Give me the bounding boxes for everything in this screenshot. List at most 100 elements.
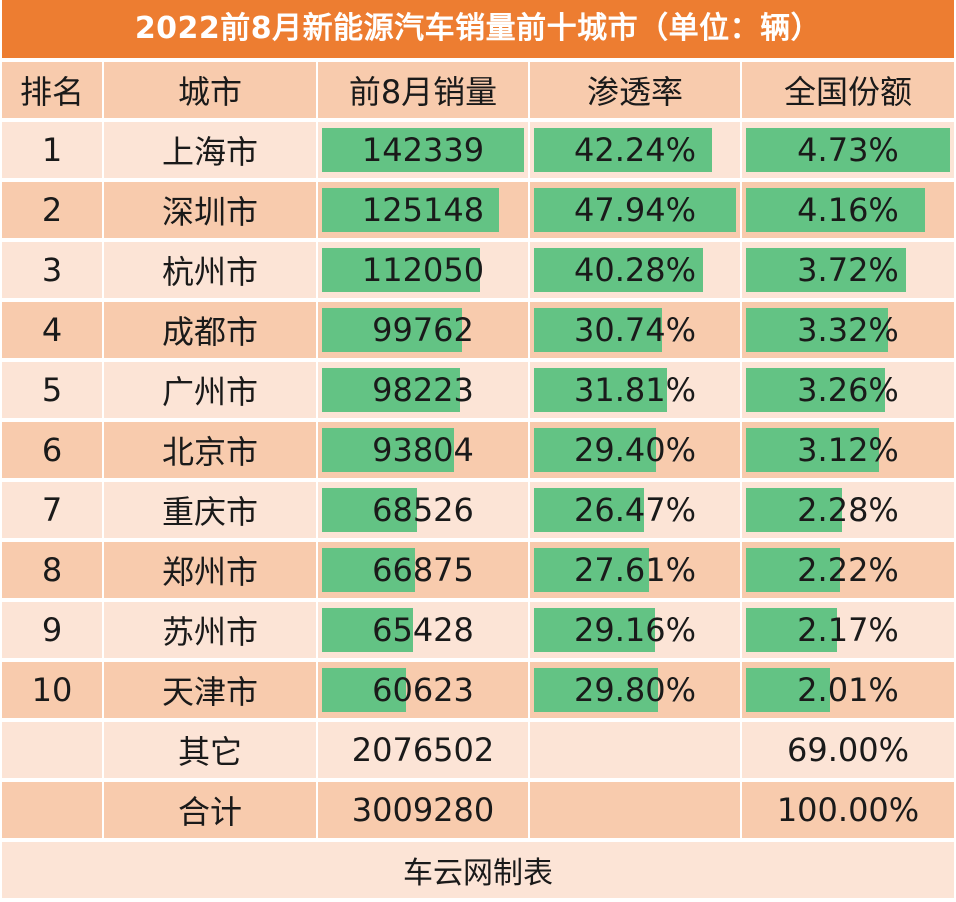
sales-cell: 60623 <box>318 662 528 718</box>
data-bar <box>322 308 462 352</box>
sales-cell: 99762 <box>318 302 528 358</box>
summary-label: 合计 <box>104 782 316 838</box>
summary-sales-text: 3009280 <box>351 791 495 829</box>
summary-share: 69.00% <box>742 722 954 778</box>
city-cell: 广州市 <box>104 362 316 418</box>
rank-cell-text: 7 <box>41 491 63 529</box>
share-cell-text: 2.17% <box>797 611 899 649</box>
data-bar <box>534 608 655 652</box>
data-bar <box>322 608 413 652</box>
city-cell-text: 北京市 <box>161 433 258 471</box>
data-bar <box>322 488 417 532</box>
rank-cell: 10 <box>2 662 102 718</box>
share-cell-text: 4.73% <box>797 131 899 169</box>
summary-penetration-empty <box>530 722 740 778</box>
penetration-cell-text: 29.16% <box>573 611 696 649</box>
sales-cell-text: 142339 <box>361 131 485 169</box>
city-cell: 重庆市 <box>104 482 316 538</box>
city-cell: 苏州市 <box>104 602 316 658</box>
city-cell-text: 成都市 <box>161 313 258 351</box>
data-bar <box>534 488 644 532</box>
data-bar <box>322 248 480 292</box>
data-bar <box>534 428 656 472</box>
data-bar <box>746 128 950 172</box>
data-bar <box>746 608 837 652</box>
data-bar <box>322 548 415 592</box>
share-cell: 3.32% <box>742 302 954 358</box>
summary-share-text: 69.00% <box>786 731 909 769</box>
rank-cell-text: 10 <box>31 671 73 709</box>
penetration-cell: 27.61% <box>530 542 740 598</box>
data-bar <box>746 428 879 472</box>
data-bar <box>534 308 662 352</box>
city-cell: 北京市 <box>104 422 316 478</box>
penetration-cell: 30.74% <box>530 302 740 358</box>
penetration-cell-text: 47.94% <box>573 191 696 229</box>
table-footer: 车云网制表 <box>2 842 954 898</box>
rank-cell: 8 <box>2 542 102 598</box>
data-bar <box>746 188 925 232</box>
data-bar <box>746 548 840 592</box>
summary-label-text: 其它 <box>177 733 242 771</box>
sales-cell-text: 60623 <box>372 671 474 709</box>
rank-cell: 6 <box>2 422 102 478</box>
share-cell: 2.01% <box>742 662 954 718</box>
penetration-cell: 42.24% <box>530 122 740 178</box>
rank-cell: 4 <box>2 302 102 358</box>
summary-share-text: 100.00% <box>776 791 920 829</box>
penetration-cell-text: 42.24% <box>573 131 696 169</box>
rank-cell-text: 8 <box>41 551 63 589</box>
penetration-cell: 29.40% <box>530 422 740 478</box>
data-bar <box>534 548 649 592</box>
header-penetration: 渗透率 <box>530 62 740 118</box>
share-cell: 2.22% <box>742 542 954 598</box>
sales-cell: 66875 <box>318 542 528 598</box>
share-cell: 4.73% <box>742 122 954 178</box>
sales-cell: 93804 <box>318 422 528 478</box>
penetration-cell: 26.47% <box>530 482 740 538</box>
city-cell-text: 广州市 <box>161 373 258 411</box>
header-sales-text: 前8月销量 <box>348 73 498 111</box>
share-cell-text: 3.72% <box>797 251 899 289</box>
penetration-cell-text: 31.81% <box>573 371 696 409</box>
summary-label-text: 合计 <box>177 793 242 831</box>
sales-cell-text: 68526 <box>372 491 474 529</box>
summary-sales: 2076502 <box>318 722 528 778</box>
summary-share: 100.00% <box>742 782 954 838</box>
summary-rank-empty <box>2 722 102 778</box>
penetration-cell: 31.81% <box>530 362 740 418</box>
header-share-text: 全国份额 <box>783 73 912 111</box>
data-bar <box>322 368 460 412</box>
city-cell: 成都市 <box>104 302 316 358</box>
data-bar <box>534 128 712 172</box>
sales-cell-text: 125148 <box>361 191 485 229</box>
header-share: 全国份额 <box>742 62 954 118</box>
data-bar <box>534 248 703 292</box>
city-cell-text: 郑州市 <box>161 553 258 591</box>
header-sales: 前8月销量 <box>318 62 528 118</box>
share-cell: 3.26% <box>742 362 954 418</box>
header-rank-text: 排名 <box>19 73 84 111</box>
share-cell-text: 2.01% <box>797 671 899 709</box>
share-cell: 3.72% <box>742 242 954 298</box>
share-cell: 4.16% <box>742 182 954 238</box>
penetration-cell: 29.80% <box>530 662 740 718</box>
rank-cell: 1 <box>2 122 102 178</box>
rank-cell-text: 3 <box>41 251 63 289</box>
rank-cell-text: 5 <box>41 371 63 409</box>
share-cell-text: 2.22% <box>797 551 899 589</box>
rank-cell: 7 <box>2 482 102 538</box>
sales-cell: 125148 <box>318 182 528 238</box>
penetration-cell-text: 29.40% <box>573 431 696 469</box>
penetration-cell-text: 27.61% <box>573 551 696 589</box>
penetration-cell-text: 40.28% <box>573 251 696 289</box>
rank-cell: 9 <box>2 602 102 658</box>
header-city: 城市 <box>104 62 316 118</box>
city-cell-text: 杭州市 <box>161 253 258 291</box>
data-bar <box>322 668 406 712</box>
share-cell-text: 3.32% <box>797 311 899 349</box>
share-cell-text: 4.16% <box>797 191 899 229</box>
data-bar <box>534 188 736 232</box>
rank-cell-text: 1 <box>41 131 63 169</box>
